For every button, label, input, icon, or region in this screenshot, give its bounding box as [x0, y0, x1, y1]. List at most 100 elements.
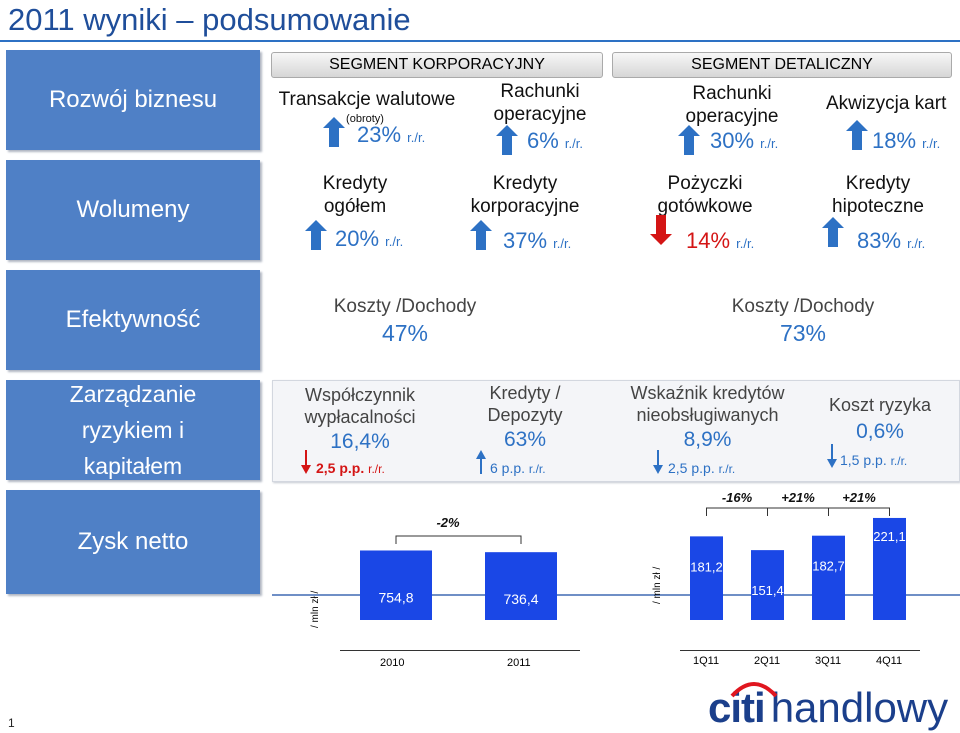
- annual-bar-label: 754,8: [378, 589, 413, 605]
- quarterly-bar-4Q11: [873, 517, 906, 620]
- annual-bar-2010: [360, 550, 432, 620]
- rach-korp-label1: Rachunki: [500, 81, 580, 102]
- quarterly-bar-label: 221,1: [873, 529, 906, 544]
- zysk-baseline: [272, 594, 960, 596]
- kd-label1: Kredyty /: [489, 383, 561, 403]
- quarterly-change-label: +21%: [781, 490, 815, 505]
- ryzyko-line-3: kapitałem: [83, 453, 183, 479]
- rach-det-label2: operacyjne: [685, 106, 779, 127]
- kr-label: Koszt ryzyka: [828, 395, 932, 415]
- annual-bar-label: 736,4: [503, 591, 538, 607]
- pozyczki-label1: Pożyczki: [667, 173, 743, 194]
- x-label-1q11: 1Q11: [693, 655, 720, 667]
- quarterly-change-label: -16%: [722, 490, 753, 505]
- eff-det-value: 73%: [779, 320, 827, 346]
- eff-korp-value: 47%: [381, 320, 429, 346]
- eff-det-label: Koszty /Dochody: [731, 296, 875, 317]
- arrow-up-icon: [476, 450, 486, 474]
- quarterly-bar-3Q11: [812, 535, 845, 620]
- kred-korp-value: 37% r./r.: [503, 228, 572, 253]
- page-number: 1: [8, 716, 15, 730]
- fx-label: Transakcje walutowe: [278, 89, 456, 110]
- handlowy-logo-text: handlowy: [770, 684, 949, 731]
- x-axis-line-quarterly: [680, 650, 920, 651]
- section-efekt: Efektywność: [6, 270, 260, 370]
- ryzyko-panel: [272, 380, 960, 482]
- quarterly-bar-2Q11: [751, 550, 784, 620]
- karty-value: 18% r./r.: [872, 128, 941, 153]
- wsp-value: 16,4%: [330, 430, 390, 453]
- fx-sub: (obroty): [346, 113, 384, 125]
- wsp-label2: wypłacalności: [304, 407, 416, 427]
- npl-value: 8,9%: [683, 428, 732, 451]
- section-zysk: Zysk netto: [6, 490, 260, 594]
- quarterly-change-label: +21%: [842, 490, 876, 505]
- section-wolumeny: Wolumeny: [6, 160, 260, 260]
- x-label-2011: 2011: [507, 657, 531, 669]
- rach-det-value: 30% r./r.: [710, 128, 779, 153]
- kr-value: 0,6%: [856, 420, 904, 443]
- citi-arc-icon: [730, 682, 778, 698]
- ryzyko-line-2: ryzykiem i: [81, 417, 185, 443]
- x-axis-line-annual: [340, 650, 580, 651]
- citi-handlowy-logo: citi handlowy: [708, 682, 949, 732]
- quarterly-profit-chart: 181,2 151,4 182,7 221,1 -16% +21% +21%: [690, 490, 906, 620]
- x-label-4q11: 4Q11: [876, 655, 903, 667]
- kred-ogol-value: 20% r./r.: [335, 226, 404, 251]
- pozyczki-value: 14% r./r.: [686, 228, 755, 253]
- fx-value: 23% r./r.: [357, 122, 426, 147]
- annual-change-bracket: [395, 535, 522, 544]
- x-label-2q11: 2Q11: [754, 655, 781, 667]
- quarterly-bar-label: 151,4: [751, 583, 784, 598]
- quarterly-bar-label: 181,2: [690, 559, 723, 574]
- x-label-2010: 2010: [380, 657, 405, 669]
- arrow-up-icon: [822, 217, 844, 247]
- kred-korp-label1: Kredyty: [492, 173, 558, 194]
- y-unit-annual: / mln zł /: [310, 590, 321, 628]
- wsp-label1: Współczynnik: [304, 385, 416, 405]
- quarterly-change-bracket: [706, 507, 768, 516]
- annual-bar-2011: [485, 552, 557, 620]
- segment-det-header: SEGMENT DETALICZNY: [612, 52, 952, 78]
- hipo-value: 83% r./r.: [857, 228, 926, 253]
- x-label-3q11: 3Q11: [815, 655, 842, 667]
- quarterly-bar-1Q11: [690, 536, 723, 620]
- npl-change: 2,5 p.p. r./r.: [668, 460, 736, 476]
- kred-korp-label2: korporacyjne: [470, 196, 580, 217]
- kred-ogol-label2: ogółem: [323, 196, 387, 217]
- rach-det-label1: Rachunki: [692, 83, 772, 104]
- arrow-up-icon: [846, 120, 868, 150]
- arrow-down-icon: [301, 450, 311, 474]
- quarterly-change-bracket: [767, 507, 829, 516]
- karty-label: Akwizycja kart: [826, 93, 947, 114]
- rach-korp-value: 6% r./r.: [527, 128, 583, 153]
- arrow-up-icon: [305, 220, 327, 250]
- pozyczki-label2: gotówkowe: [657, 196, 753, 217]
- y-unit-quarterly: / mln zł /: [652, 566, 663, 604]
- arrow-down-icon: [653, 450, 663, 474]
- section-ryzyko: Zarządzanie ryzykiem i kapitałem: [6, 380, 260, 480]
- kred-ogol-label1: Kredyty: [322, 173, 388, 194]
- kd-value: 63%: [503, 428, 547, 451]
- page-title: 2011 wyniki – podsumowanie: [8, 2, 411, 37]
- rach-korp-label2: operacyjne: [493, 104, 587, 125]
- arrow-up-icon: [323, 117, 345, 147]
- quarterly-bar-label: 182,7: [812, 559, 845, 574]
- kd-label2: Depozyty: [487, 405, 563, 425]
- wsp-change: 2,5 p.p. r./r.: [316, 460, 385, 476]
- arrow-up-icon: [678, 125, 700, 155]
- segment-korp-header: SEGMENT KORPORACYJNY: [271, 52, 603, 78]
- kr-change: 1,5 p.p. r./r.: [840, 452, 908, 468]
- annual-change-label: -2%: [436, 515, 460, 530]
- arrow-down-icon: [650, 215, 672, 245]
- section-rozwoj: Rozwój biznesu: [6, 50, 260, 150]
- arrow-up-icon: [470, 220, 492, 250]
- arrow-down-icon: [827, 444, 837, 468]
- kd-change: 6 p.p. r./r.: [490, 460, 546, 476]
- hipo-label1: Kredyty: [845, 173, 911, 194]
- ryzyko-line-1: Zarządzanie: [69, 381, 197, 407]
- eff-korp-label: Koszty /Dochody: [333, 296, 477, 317]
- quarterly-change-bracket: [828, 507, 890, 516]
- npl-label1: Wskaźnik kredytów: [630, 383, 785, 403]
- npl-label2: nieobsługiwanych: [636, 405, 779, 425]
